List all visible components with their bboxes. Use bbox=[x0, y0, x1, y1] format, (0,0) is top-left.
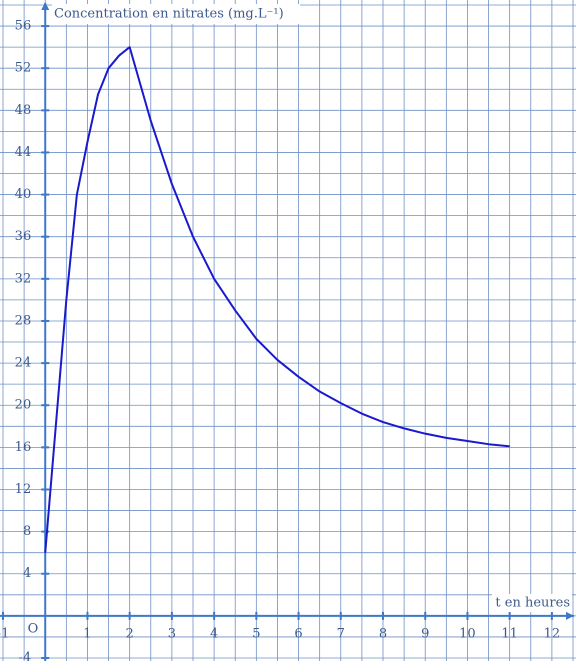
y-arrow bbox=[41, 2, 50, 10]
x-tick-label: 10 bbox=[459, 626, 476, 641]
y-tick-label: 4 bbox=[23, 566, 31, 581]
x-tick-label: 9 bbox=[421, 626, 429, 641]
y-tick-label: -4 bbox=[19, 651, 32, 661]
origin-label: O bbox=[28, 622, 39, 637]
x-tick-label: 3 bbox=[168, 626, 176, 641]
y-tick-label: 24 bbox=[15, 356, 32, 371]
x-tick-label: 11 bbox=[501, 626, 518, 641]
x-tick-label: 5 bbox=[252, 626, 260, 641]
y-tick-label: 36 bbox=[15, 229, 32, 244]
y-tick-label: 44 bbox=[15, 145, 32, 160]
line bbox=[44, 46, 510, 553]
x-arrow bbox=[566, 611, 574, 620]
y-tick-label: 12 bbox=[15, 482, 32, 497]
y-tick-label: 52 bbox=[15, 61, 32, 76]
x-tick-label: 8 bbox=[379, 626, 387, 641]
y-tick-label: 40 bbox=[15, 187, 32, 202]
y-tick-label: 16 bbox=[15, 440, 32, 455]
y-tick-label: 32 bbox=[15, 271, 32, 286]
y-tick-label: 56 bbox=[15, 19, 32, 34]
x-tick-label: 12 bbox=[544, 626, 561, 641]
x-tick-label: 7 bbox=[337, 626, 345, 641]
y-tick-label: 8 bbox=[23, 524, 31, 539]
label-bg bbox=[492, 594, 572, 612]
x-tick-label: 6 bbox=[294, 626, 302, 641]
x-axis-title: t en heures bbox=[495, 596, 570, 611]
label-bg bbox=[52, 4, 300, 24]
y-tick-label: 28 bbox=[15, 313, 32, 328]
y-axis-title: Concentration en nitrates (mg.L⁻¹) bbox=[54, 7, 284, 22]
x-tick-label: -1 bbox=[0, 626, 9, 641]
x-tick-label: 4 bbox=[210, 626, 218, 641]
y-tick-label: 20 bbox=[15, 398, 32, 413]
x-tick-label: 2 bbox=[126, 626, 134, 641]
y-tick-label: 48 bbox=[15, 103, 32, 118]
x-tick-label: 1 bbox=[83, 626, 91, 641]
